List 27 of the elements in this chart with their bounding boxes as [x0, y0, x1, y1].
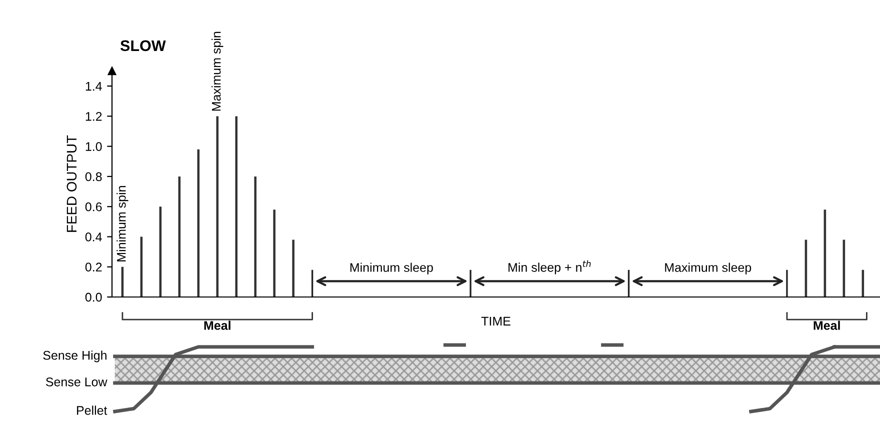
y-tick-label: 0.4: [85, 232, 102, 242]
y-tick-label: 1.4: [86, 82, 102, 91]
y-axis-title: FEED OUTPUT: [66, 135, 77, 232]
y-tick-label: 0.0: [85, 292, 102, 302]
y-tick-label: 1.0: [86, 142, 102, 151]
annotation: Minimum sleep: [350, 262, 433, 274]
bar: [216, 116, 219, 297]
y-tick-label: 0.2: [85, 262, 102, 272]
chart-title: SLOW: [120, 40, 166, 52]
bar: [235, 116, 238, 297]
annotation: Maximum sleep: [665, 262, 752, 274]
annotation: Minimum spin: [116, 186, 128, 262]
annotation: Min sleep + n$^{th}$: [508, 260, 591, 274]
y-tick-label: 0.6: [85, 202, 102, 212]
text: Meal: [814, 320, 840, 330]
text: Meal: [204, 320, 230, 330]
bar: [197, 149, 200, 297]
y-tick-label: 1.2: [86, 112, 102, 121]
text: Pellet: [77, 406, 108, 415]
text: Sense High: [43, 350, 106, 362]
bar: [273, 210, 276, 297]
annotation: Maximum spin: [212, 32, 224, 111]
bar: [292, 240, 294, 297]
text: Sense Low: [46, 378, 108, 386]
y-tick-label: 0.8: [85, 172, 102, 182]
bar: [254, 176, 256, 297]
x-axis-title: TIME: [481, 316, 510, 326]
